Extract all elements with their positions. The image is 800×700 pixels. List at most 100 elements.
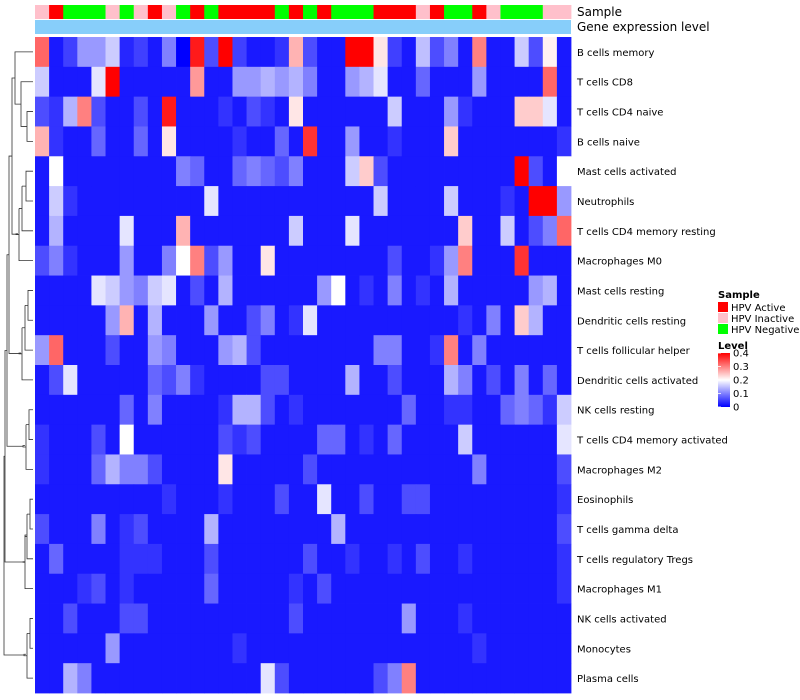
heatmap-cell [500, 573, 515, 604]
heatmap-cell [359, 514, 374, 545]
heatmap-cell [176, 305, 191, 336]
heatmap-cell [119, 37, 135, 68]
heatmap-cell [331, 305, 346, 336]
sample-cell [260, 5, 276, 19]
heatmap-cell [331, 394, 346, 426]
heatmap-cell [274, 66, 290, 98]
heatmap-cell [105, 603, 121, 634]
heatmap-cell [444, 245, 459, 276]
heatmap-cell [176, 514, 191, 545]
heatmap-cell [542, 514, 558, 545]
level-tick-label: 0.4 [733, 349, 749, 360]
heatmap-cell [49, 365, 64, 396]
heatmap-cell [288, 514, 304, 545]
heatmap-cell [401, 335, 417, 366]
heatmap-cell [105, 394, 121, 426]
heatmap-cell [274, 484, 290, 515]
heatmap-cell [458, 663, 473, 694]
dendrogram-link [24, 305, 33, 351]
heatmap-cell [359, 186, 374, 217]
heatmap-cell [472, 514, 487, 545]
heatmap-cell [345, 573, 360, 604]
heatmap-cell [542, 424, 558, 455]
heatmap-cell [542, 305, 558, 336]
heatmap-cell [359, 275, 374, 306]
heatmap-cell [35, 66, 50, 98]
heatmap-cell [218, 245, 233, 276]
heatmap-cell [444, 275, 459, 306]
heatmap-cell [49, 454, 64, 485]
heatmap-cell [147, 394, 163, 426]
heatmap-cell [556, 215, 572, 247]
heatmap-cell [401, 66, 417, 98]
heatmap-cell [486, 215, 501, 247]
heatmap-cell [119, 663, 135, 694]
heatmap-cell [486, 305, 501, 336]
heatmap-cell [204, 335, 219, 366]
heatmap-cell [317, 126, 332, 157]
heatmap-cell [458, 603, 473, 634]
heatmap-cell [176, 96, 191, 127]
sample-cell [387, 5, 403, 19]
heatmap-cell [373, 514, 389, 545]
heatmap-cell [429, 245, 445, 276]
heatmap-cell [232, 126, 247, 157]
heatmap-cell [387, 394, 403, 426]
heatmap-cell [246, 215, 262, 247]
heatmap-cell [246, 603, 262, 634]
heatmap-cell [274, 275, 290, 306]
heatmap-cell [260, 245, 276, 276]
heatmap-cell [77, 633, 92, 664]
heatmap-cell [331, 186, 346, 217]
heatmap-cell [486, 454, 501, 485]
heatmap-cell [147, 633, 163, 664]
heatmap-cell [415, 245, 431, 276]
heatmap-cell [429, 305, 445, 336]
heatmap-cell [444, 573, 459, 604]
heatmap-cell [317, 215, 332, 247]
heatmap-cell [500, 603, 515, 634]
heatmap-cell [161, 335, 177, 366]
heatmap-cell [528, 484, 544, 515]
heatmap-cell [458, 365, 473, 396]
heatmap-cell [528, 305, 544, 336]
heatmap-cell [161, 37, 177, 68]
heatmap-cell [274, 365, 290, 396]
heatmap-cell [260, 663, 276, 694]
heatmap-cell [303, 275, 318, 306]
heatmap-cell [133, 126, 149, 157]
expression-level-band [35, 20, 571, 34]
heatmap-cell [35, 424, 50, 455]
heatmap-cell [49, 424, 64, 455]
heatmap-cell [260, 484, 276, 515]
heatmap-cell [147, 186, 163, 217]
row-label: T cells CD4 memory resting [576, 227, 716, 238]
heatmap-cell [345, 454, 360, 485]
heatmap-cell [345, 633, 360, 664]
heatmap-cell [260, 454, 276, 485]
heatmap-cell [528, 365, 544, 396]
heatmap-cell [260, 543, 276, 575]
heatmap-cell [119, 454, 135, 485]
heatmap-cell [542, 215, 558, 247]
heatmap-cell [542, 365, 558, 396]
row-label: B cells naive [577, 137, 640, 148]
heatmap-cell [274, 603, 290, 634]
level-tick-label: 0.3 [733, 362, 749, 373]
heatmap-cell [528, 633, 544, 664]
heatmap-cell [161, 424, 177, 455]
row-label: T cells CD4 naive [576, 108, 663, 119]
heatmap-cell [373, 156, 389, 187]
row-label: T cells CD8 [576, 78, 633, 89]
heatmap-cell [246, 633, 262, 664]
heatmap-cell [514, 543, 530, 575]
heatmap-cell [514, 275, 530, 306]
heatmap-cell [429, 514, 445, 545]
heatmap-cell [486, 603, 501, 634]
heatmap-cell [444, 66, 459, 98]
heatmap-cell [359, 394, 374, 426]
heatmap-cell [288, 245, 304, 276]
heatmap-cell [119, 573, 135, 604]
heatmap-cell [429, 156, 445, 187]
heatmap-cell [161, 663, 177, 694]
